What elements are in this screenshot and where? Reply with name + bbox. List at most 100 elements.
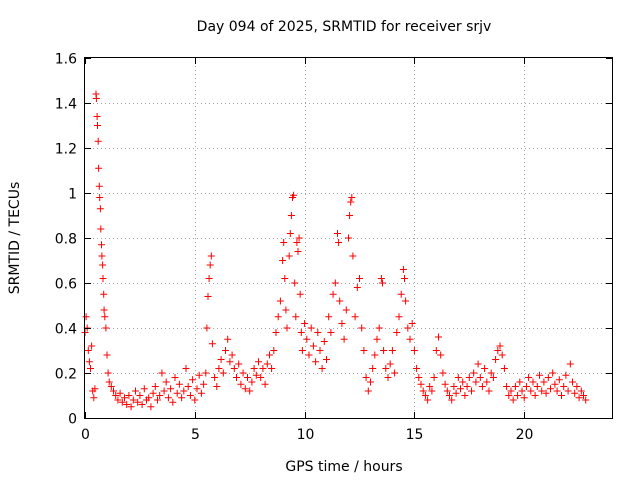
data-point bbox=[531, 392, 539, 399]
data-point bbox=[280, 239, 288, 246]
data-point bbox=[395, 313, 403, 321]
data-point bbox=[325, 313, 333, 321]
data-point bbox=[102, 324, 110, 332]
data-point bbox=[544, 374, 552, 381]
data-point bbox=[85, 358, 93, 366]
data-point bbox=[551, 380, 559, 388]
data-point bbox=[518, 387, 526, 395]
data-point bbox=[305, 351, 313, 359]
data-point bbox=[123, 401, 131, 408]
data-point bbox=[575, 394, 583, 402]
data-point bbox=[263, 360, 271, 368]
x-axis-label: GPS time / hours bbox=[285, 459, 402, 475]
data-point bbox=[241, 385, 249, 393]
data-point bbox=[303, 335, 311, 343]
data-point bbox=[380, 347, 388, 354]
data-point bbox=[252, 371, 260, 379]
x-tick-label: 10 bbox=[297, 427, 315, 443]
data-point bbox=[408, 320, 416, 327]
data-point bbox=[393, 329, 401, 336]
data-point bbox=[342, 306, 350, 314]
data-point bbox=[164, 394, 172, 402]
data-point bbox=[208, 340, 216, 348]
y-tick-label: 0.6 bbox=[55, 277, 77, 293]
data-point bbox=[481, 365, 489, 372]
data-point bbox=[118, 398, 126, 406]
data-point bbox=[213, 383, 221, 390]
data-point bbox=[428, 387, 436, 395]
data-point bbox=[162, 378, 170, 386]
x-tick-label: 5 bbox=[191, 427, 200, 443]
data-point bbox=[476, 374, 484, 381]
data-point bbox=[312, 358, 320, 366]
data-point bbox=[259, 365, 267, 372]
data-point bbox=[283, 324, 291, 332]
data-point bbox=[334, 230, 341, 237]
data-point bbox=[582, 396, 590, 404]
data-point bbox=[452, 389, 460, 397]
data-point bbox=[401, 275, 408, 282]
data-point bbox=[432, 347, 440, 354]
data-point bbox=[441, 380, 449, 388]
data-point bbox=[237, 380, 245, 388]
data-point bbox=[103, 351, 111, 359]
data-point bbox=[293, 239, 301, 246]
data-point bbox=[338, 320, 346, 327]
data-point bbox=[309, 342, 317, 350]
data-point bbox=[347, 198, 355, 206]
y-tick-label: 0.4 bbox=[55, 322, 77, 338]
data-point bbox=[406, 335, 414, 343]
data-point bbox=[112, 392, 120, 399]
data-point bbox=[82, 313, 90, 321]
data-point bbox=[121, 394, 128, 402]
data-point bbox=[560, 383, 568, 390]
data-point bbox=[219, 369, 227, 377]
data-point bbox=[204, 293, 212, 300]
data-point bbox=[107, 383, 115, 390]
data-point bbox=[329, 290, 337, 298]
data-point bbox=[345, 234, 352, 242]
data-point bbox=[566, 360, 574, 368]
data-point bbox=[448, 396, 456, 404]
data-point bbox=[287, 212, 295, 219]
data-point bbox=[160, 387, 168, 395]
data-point bbox=[417, 380, 425, 388]
data-point bbox=[454, 374, 462, 381]
data-point bbox=[373, 335, 381, 343]
data-point bbox=[520, 394, 528, 402]
data-point bbox=[90, 394, 98, 402]
y-tick-label: 1.2 bbox=[55, 142, 77, 158]
data-point bbox=[244, 374, 251, 381]
data-point bbox=[182, 365, 190, 372]
data-point bbox=[114, 396, 122, 404]
data-point bbox=[191, 396, 199, 404]
data-point bbox=[461, 392, 469, 399]
data-point bbox=[98, 241, 105, 249]
data-point bbox=[136, 392, 144, 399]
data-point bbox=[167, 385, 175, 393]
data-point bbox=[573, 383, 581, 390]
data-point bbox=[527, 387, 535, 395]
data-point bbox=[367, 378, 374, 386]
data-point bbox=[248, 378, 256, 386]
data-point bbox=[276, 297, 284, 305]
data-point bbox=[290, 191, 298, 199]
data-point bbox=[132, 387, 139, 395]
data-point bbox=[536, 371, 543, 379]
data-point bbox=[95, 182, 103, 190]
y-tick-label: 0.2 bbox=[55, 367, 77, 383]
data-point bbox=[91, 385, 99, 393]
data-point bbox=[540, 378, 548, 386]
data-point bbox=[295, 234, 303, 242]
data-point bbox=[105, 378, 113, 386]
data-point bbox=[217, 356, 225, 363]
data-point bbox=[522, 383, 530, 390]
data-point bbox=[94, 137, 102, 145]
data-point bbox=[463, 383, 471, 390]
data-point bbox=[547, 385, 554, 393]
data-point bbox=[96, 194, 104, 201]
data-point bbox=[261, 380, 269, 388]
data-point bbox=[320, 338, 328, 345]
data-point bbox=[307, 324, 315, 332]
data-point bbox=[222, 347, 229, 354]
